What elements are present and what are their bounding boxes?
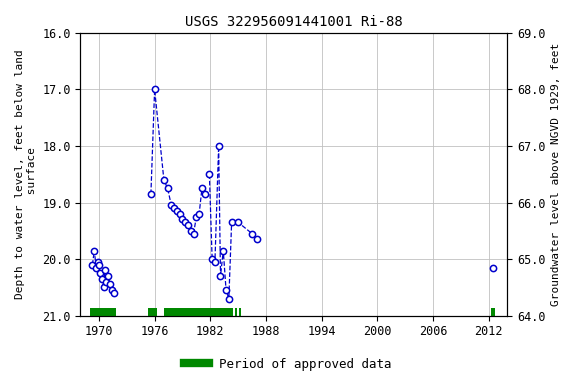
Bar — [90, 308, 116, 316]
Bar — [236, 308, 237, 316]
Bar — [239, 308, 241, 316]
Y-axis label: Groundwater level above NGVD 1929, feet: Groundwater level above NGVD 1929, feet — [551, 43, 561, 306]
Bar — [148, 308, 157, 316]
Bar — [491, 308, 495, 316]
Bar — [164, 308, 233, 316]
Title: USGS 322956091441001 Ri-88: USGS 322956091441001 Ri-88 — [185, 15, 403, 29]
Y-axis label: Depth to water level, feet below land
 surface: Depth to water level, feet below land su… — [15, 50, 37, 299]
Legend: Period of approved data: Period of approved data — [179, 353, 397, 376]
